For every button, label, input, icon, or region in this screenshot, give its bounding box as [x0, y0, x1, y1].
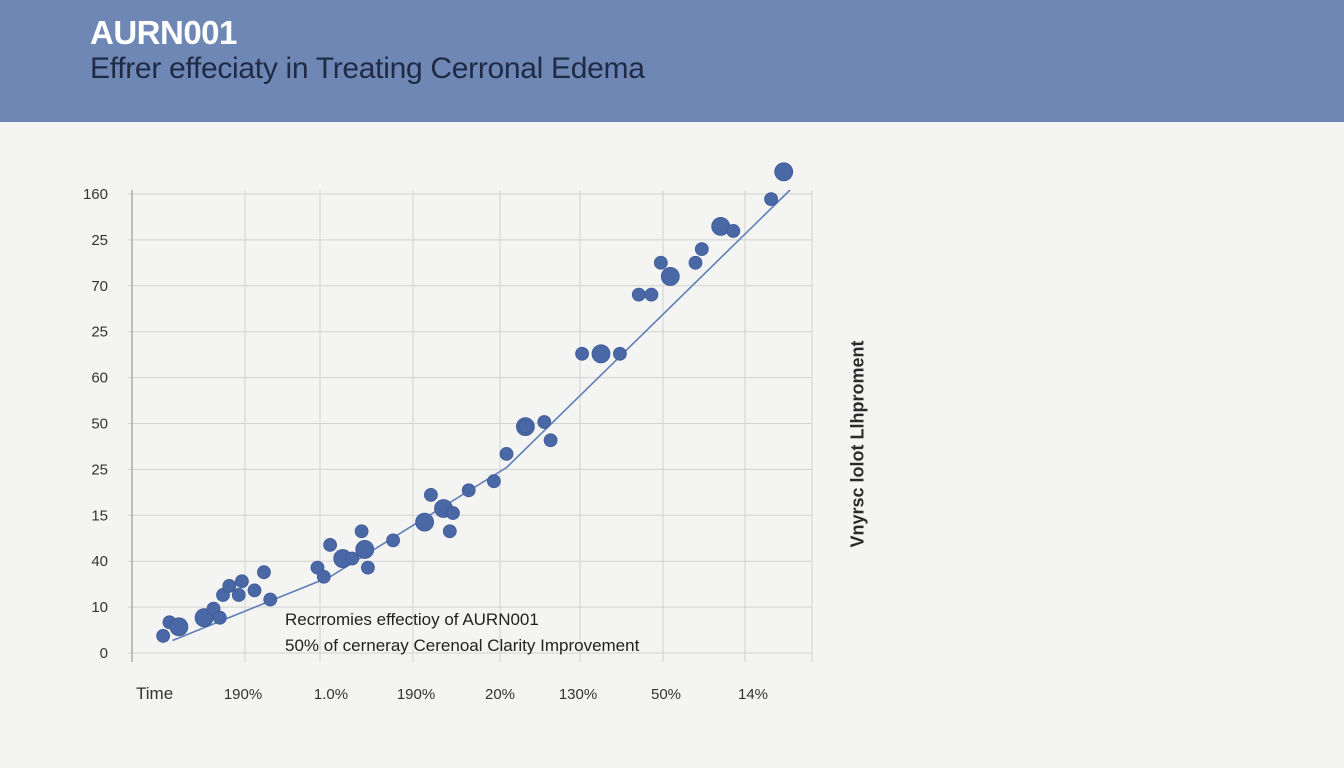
data-point: [461, 483, 476, 498]
data-point: [323, 538, 338, 552]
y-tick-label: 40: [91, 553, 108, 570]
data-point: [644, 287, 659, 302]
data-point: [613, 346, 627, 361]
data-point: [537, 415, 552, 429]
data-point: [423, 487, 438, 502]
y-tick-label: 0: [100, 645, 108, 662]
x-tick-label: 14%: [738, 686, 768, 703]
data-point: [688, 255, 703, 270]
x-axis-title: Time: [136, 684, 173, 703]
data-point: [345, 551, 360, 566]
data-point: [591, 344, 611, 364]
data-point: [543, 433, 558, 448]
data-point: [415, 512, 435, 532]
data-point: [263, 592, 278, 607]
y-tick-label: 50: [91, 416, 108, 433]
data-point: [653, 255, 668, 270]
data-point: [386, 533, 401, 548]
y-tick-label: 25: [91, 324, 108, 341]
x-tick-label: 190%: [224, 686, 262, 703]
data-point: [354, 524, 369, 539]
x-tick-label: 190%: [397, 686, 435, 703]
data-point: [660, 267, 680, 286]
y-tick-label: 25: [91, 232, 108, 249]
y-tick-label: 160: [83, 186, 108, 203]
y-axis-title: Vnyrsc lolot Llhproment: [847, 340, 868, 548]
data-point: [234, 574, 249, 589]
x-tick-label: 20%: [485, 686, 515, 703]
x-tick-label: 130%: [559, 686, 597, 703]
data-point: [694, 242, 709, 257]
x-tick-label: 50%: [651, 686, 681, 703]
x-tick-label: 1.0%: [314, 686, 348, 703]
data-point: [247, 583, 262, 598]
data-point: [316, 569, 331, 584]
data-point: [726, 224, 741, 238]
data-point: [360, 560, 375, 575]
y-tick-label: 10: [91, 599, 108, 616]
page-title: AURN001: [90, 14, 237, 51]
data-point: [774, 162, 794, 182]
data-point: [212, 610, 227, 625]
data-point: [169, 617, 189, 637]
data-point: [156, 629, 171, 643]
y-tick-label: 60: [91, 370, 108, 387]
annotation-line-2: 50% of cerneray Cerenoal Clarity Improve…: [285, 636, 640, 655]
y-tick-label: 25: [91, 461, 108, 478]
header-banner: AURN001 Effrer effeciaty in Treating Cer…: [0, 0, 1344, 122]
page-subtitle: Effrer effeciaty in Treating Cerronal Ed…: [90, 52, 645, 85]
y-tick-label: 70: [91, 278, 108, 295]
data-point: [575, 346, 589, 361]
data-point: [442, 524, 457, 539]
data-point: [231, 588, 246, 602]
data-point: [446, 506, 460, 520]
scatter-chart: 0 10 40 15 25 50 60 25 70 25 160 Time 190% 1.0% 190% 20…: [83, 162, 813, 703]
annotation-line-1: Recrromies effectioy of AURN001: [285, 610, 539, 629]
data-point: [499, 446, 514, 461]
data-point: [257, 565, 271, 580]
data-point: [764, 192, 778, 207]
data-point: [631, 287, 646, 302]
data-point: [222, 578, 237, 593]
y-tick-label: 15: [91, 507, 108, 524]
data-point: [355, 540, 375, 559]
data-point: [518, 419, 533, 434]
data-point: [486, 474, 501, 489]
